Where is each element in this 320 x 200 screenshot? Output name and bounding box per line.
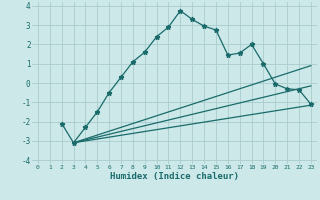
X-axis label: Humidex (Indice chaleur): Humidex (Indice chaleur): [110, 172, 239, 181]
